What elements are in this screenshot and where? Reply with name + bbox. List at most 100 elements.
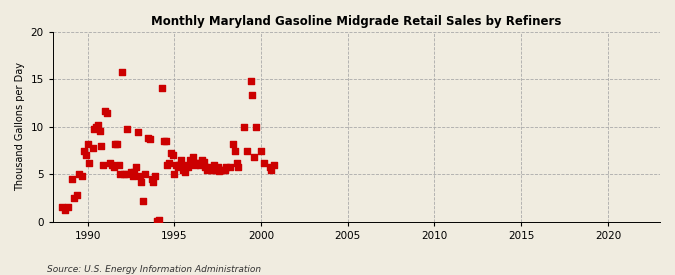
Point (153, 218, 164, 222)
Point (188, 155, 198, 160)
Point (202, 167, 213, 172)
Point (68, 196, 79, 200)
Point (269, 163, 279, 167)
Point (172, 164, 183, 169)
Point (211, 167, 221, 172)
Point (238, 125, 249, 129)
Point (59, 208, 70, 213)
Point (150, 174, 161, 178)
Point (232, 161, 242, 165)
Point (82, 142, 93, 146)
Point (228, 142, 239, 146)
Point (84, 161, 95, 165)
Point (157, 86, 167, 90)
Point (127, 174, 138, 178)
Point (181, 163, 192, 167)
Point (63, 204, 74, 209)
Point (131, 164, 142, 169)
Point (212, 164, 223, 169)
Point (95, 128, 105, 133)
Point (117, 70, 128, 74)
Point (183, 164, 194, 169)
Point (221, 164, 232, 169)
Point (162, 163, 173, 167)
Point (159, 139, 169, 143)
Point (126, 170, 136, 175)
Point (180, 170, 190, 175)
Point (77, 174, 88, 178)
Point (207, 167, 218, 172)
Point (119, 172, 130, 177)
Point (92, 123, 103, 127)
Point (146, 177, 157, 181)
Point (214, 169, 225, 174)
Point (224, 164, 235, 169)
Point (192, 161, 202, 165)
Point (56, 205, 67, 210)
Point (245, 79, 256, 84)
Point (266, 167, 277, 172)
Point (265, 164, 275, 169)
Point (217, 167, 228, 172)
Title: Monthly Maryland Gasoline Midgrade Retail Sales by Refiners: Monthly Maryland Gasoline Midgrade Retai… (151, 15, 562, 28)
Point (143, 136, 154, 141)
Point (209, 163, 219, 167)
Point (219, 167, 230, 172)
Point (134, 174, 145, 178)
Point (186, 161, 197, 165)
Point (98, 163, 109, 167)
Point (108, 164, 119, 169)
Point (110, 142, 121, 146)
Point (113, 163, 124, 167)
Point (136, 180, 146, 184)
Point (205, 167, 216, 172)
Point (120, 172, 131, 177)
Point (171, 163, 182, 167)
Point (87, 145, 98, 150)
Point (115, 172, 126, 177)
Point (195, 163, 206, 167)
Y-axis label: Thousand Gallons per Day: Thousand Gallons per Day (15, 62, 25, 191)
Point (204, 164, 215, 169)
Point (169, 172, 180, 177)
Point (132, 129, 143, 134)
Point (105, 161, 115, 165)
Point (174, 163, 185, 167)
Point (178, 167, 188, 172)
Point (190, 163, 200, 167)
Point (101, 110, 112, 115)
Point (184, 158, 195, 162)
Point (165, 151, 176, 156)
Point (160, 139, 171, 143)
Point (96, 144, 107, 148)
Point (256, 148, 267, 153)
Point (138, 199, 148, 203)
Point (122, 126, 133, 131)
Point (167, 153, 178, 158)
Point (74, 172, 84, 177)
Point (247, 92, 258, 97)
Point (248, 155, 259, 160)
Point (216, 167, 227, 172)
Point (91, 125, 102, 129)
Point (230, 148, 240, 153)
Point (139, 172, 150, 177)
Point (200, 164, 211, 169)
Point (89, 126, 100, 131)
Point (242, 148, 252, 153)
Point (79, 148, 90, 153)
Point (99, 109, 110, 113)
Point (72, 193, 82, 197)
Point (233, 164, 244, 169)
Point (111, 142, 122, 146)
Point (163, 161, 174, 165)
Point (176, 158, 186, 162)
Point (148, 180, 159, 184)
Point (80, 153, 91, 158)
Point (151, 219, 162, 223)
Point (250, 125, 261, 129)
Text: Source: U.S. Energy Information Administration: Source: U.S. Energy Information Administ… (47, 265, 261, 274)
Point (196, 158, 207, 162)
Point (198, 160, 209, 164)
Point (107, 163, 117, 167)
